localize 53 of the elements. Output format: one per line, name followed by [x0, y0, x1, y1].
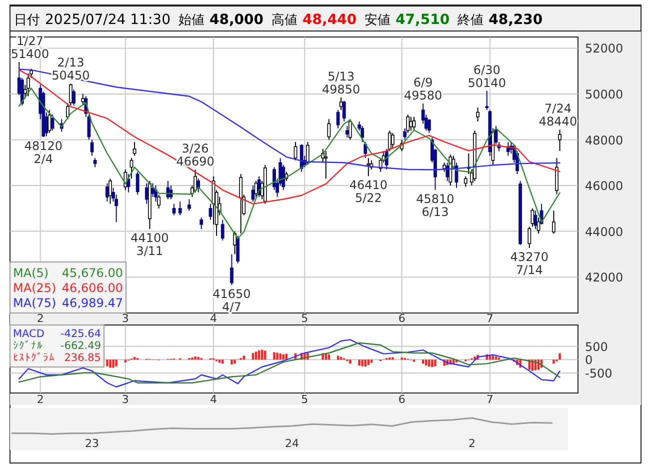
y-tick-label: 44000 [585, 224, 624, 239]
x-tick-label: 2 [36, 393, 44, 406]
y-tick-label: -500 [585, 366, 612, 380]
x-tick-label: 7 [486, 312, 494, 325]
annotation: 45,676.00 [62, 266, 123, 280]
text: 48,000 [210, 12, 264, 28]
text: 高値 [272, 12, 298, 28]
annotation: 48120 2/4 [24, 139, 63, 166]
x-tick-label: 7 [486, 393, 494, 406]
annotation: 46,989.47 [62, 296, 123, 310]
y-tick-label: 50000 [585, 87, 624, 102]
y-tick-label: 0 [585, 353, 593, 368]
text: 始値 [178, 13, 204, 28]
annotation: 43270 7/14 [510, 250, 548, 278]
annotation: 6/30 50140 [468, 62, 506, 90]
annotation: 46,606.00 [62, 281, 123, 295]
annotation: 5/13 49850 [322, 69, 360, 96]
annotation: 7/24 48440 [538, 102, 578, 129]
y-tick-label: 52000 [585, 42, 624, 56]
annotation: 1/27 51400 [10, 34, 50, 61]
text: 日付 [14, 13, 40, 28]
x-tick-label: 4 [210, 393, 218, 406]
annotation: 41650 4/7 [212, 287, 251, 314]
annotation: -425.64 [60, 328, 102, 340]
x-tick-label: 23 [85, 437, 99, 450]
x-tick-label: 6 [398, 393, 406, 406]
x-tick-label: 4 [210, 312, 218, 325]
y-tick-label: 42000 [585, 270, 624, 285]
text: 2025/07/24 11:30 [45, 12, 170, 28]
x-tick-label: 2 [468, 437, 476, 450]
annotation: 44100 3/11 [130, 231, 169, 258]
annotation: 236.85 [64, 352, 101, 364]
x-tick-label: 2 [36, 312, 44, 325]
text: 48,440 [302, 12, 357, 28]
y-tick-label: 46000 [585, 179, 624, 194]
x-tick-label: 5 [301, 393, 308, 406]
annotation: -662.49 [60, 340, 101, 352]
annotation: 46410 5/22 [349, 178, 388, 206]
text: 48,230 [488, 12, 543, 28]
x-tick-label: 3 [122, 393, 129, 406]
x-tick-label: 5 [301, 312, 308, 325]
text: 安値 [364, 12, 391, 28]
text: 47,510 [396, 12, 450, 28]
x-tick-label: 24 [285, 437, 299, 450]
legend: MACD -425.64 ｼｸﾞﾅﾙ -662.49 ﾋｽﾄｸﾞﾗﾑ 236.85 [10, 324, 104, 368]
legend: MA(5) 45,676.00 MA(25) 46,606.00 MA(75) 46,989.47 [10, 262, 126, 314]
y-tick-label: 48000 [585, 133, 624, 148]
y-tick-label: 500 [585, 340, 608, 354]
annotation: 6/9 49580 [404, 76, 442, 103]
text: 終値 [456, 13, 484, 28]
x-tick-label: 6 [398, 312, 406, 325]
annotation: 45810 6/13 [416, 192, 454, 219]
x-tick-label: 3 [122, 312, 129, 325]
